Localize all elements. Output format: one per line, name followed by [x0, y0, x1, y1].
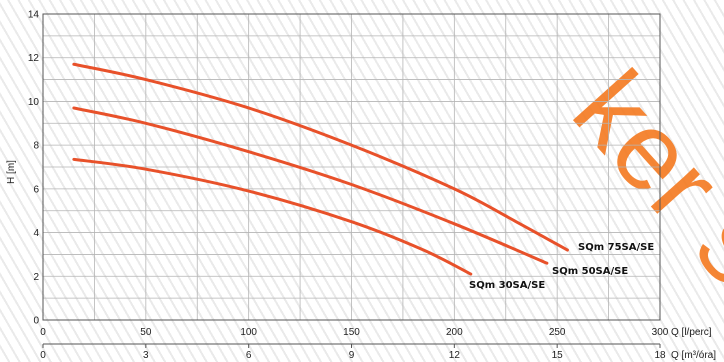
x-tick-label-primary: 0 [40, 327, 46, 338]
y-tick-label: 0 [33, 316, 39, 327]
series-label: SQm 30SA/SE [469, 280, 545, 291]
series-line [74, 108, 547, 263]
curves [74, 64, 568, 274]
x-tick-label-primary: 250 [549, 327, 566, 338]
y-tick-label: 2 [33, 272, 39, 283]
tick-labels: 0 2 4 6 8 10 12 14 0 50 100 150 200 250 300 0 3 6 9 12 15 18 [28, 10, 669, 362]
series-line [74, 64, 568, 250]
x-tick-label-primary: 200 [446, 327, 463, 338]
y-tick-label: 8 [33, 141, 39, 152]
curve-labels: SQm 75SA/SE SQm 50SA/SE SQm 30SA/SE [469, 242, 654, 291]
series-label: SQm 75SA/SE [578, 242, 654, 253]
x-tick-label-secondary: 18 [654, 350, 666, 361]
x-tick-label-secondary: 0 [40, 350, 46, 361]
x-tick-label-primary: 50 [140, 327, 152, 338]
y-tick-label: 12 [28, 53, 40, 64]
y-tick-label: 4 [33, 228, 39, 239]
y-tick-label: 6 [33, 184, 39, 195]
x-axis-secondary-label: Q [m³/óra] [671, 350, 716, 361]
x-tick-label-secondary: 9 [349, 350, 355, 361]
series-line [74, 159, 471, 274]
y-tick-label: 10 [28, 97, 40, 108]
x-tick-label-primary: 150 [343, 327, 360, 338]
x-tick-label-secondary: 6 [246, 350, 252, 361]
y-axis-label: H [m] [6, 160, 17, 184]
y-tick-label: 14 [28, 10, 40, 21]
x-tick-label-primary: 100 [240, 327, 257, 338]
x-axis-primary-label: Q [l/perc] [671, 327, 712, 338]
x-tick-label-secondary: 3 [143, 350, 149, 361]
x-tick-label-secondary: 12 [449, 350, 461, 361]
x-tick-label-primary: 300 [652, 327, 669, 338]
series-label: SQm 50SA/SE [552, 266, 628, 277]
x-tick-label-secondary: 15 [552, 350, 564, 361]
